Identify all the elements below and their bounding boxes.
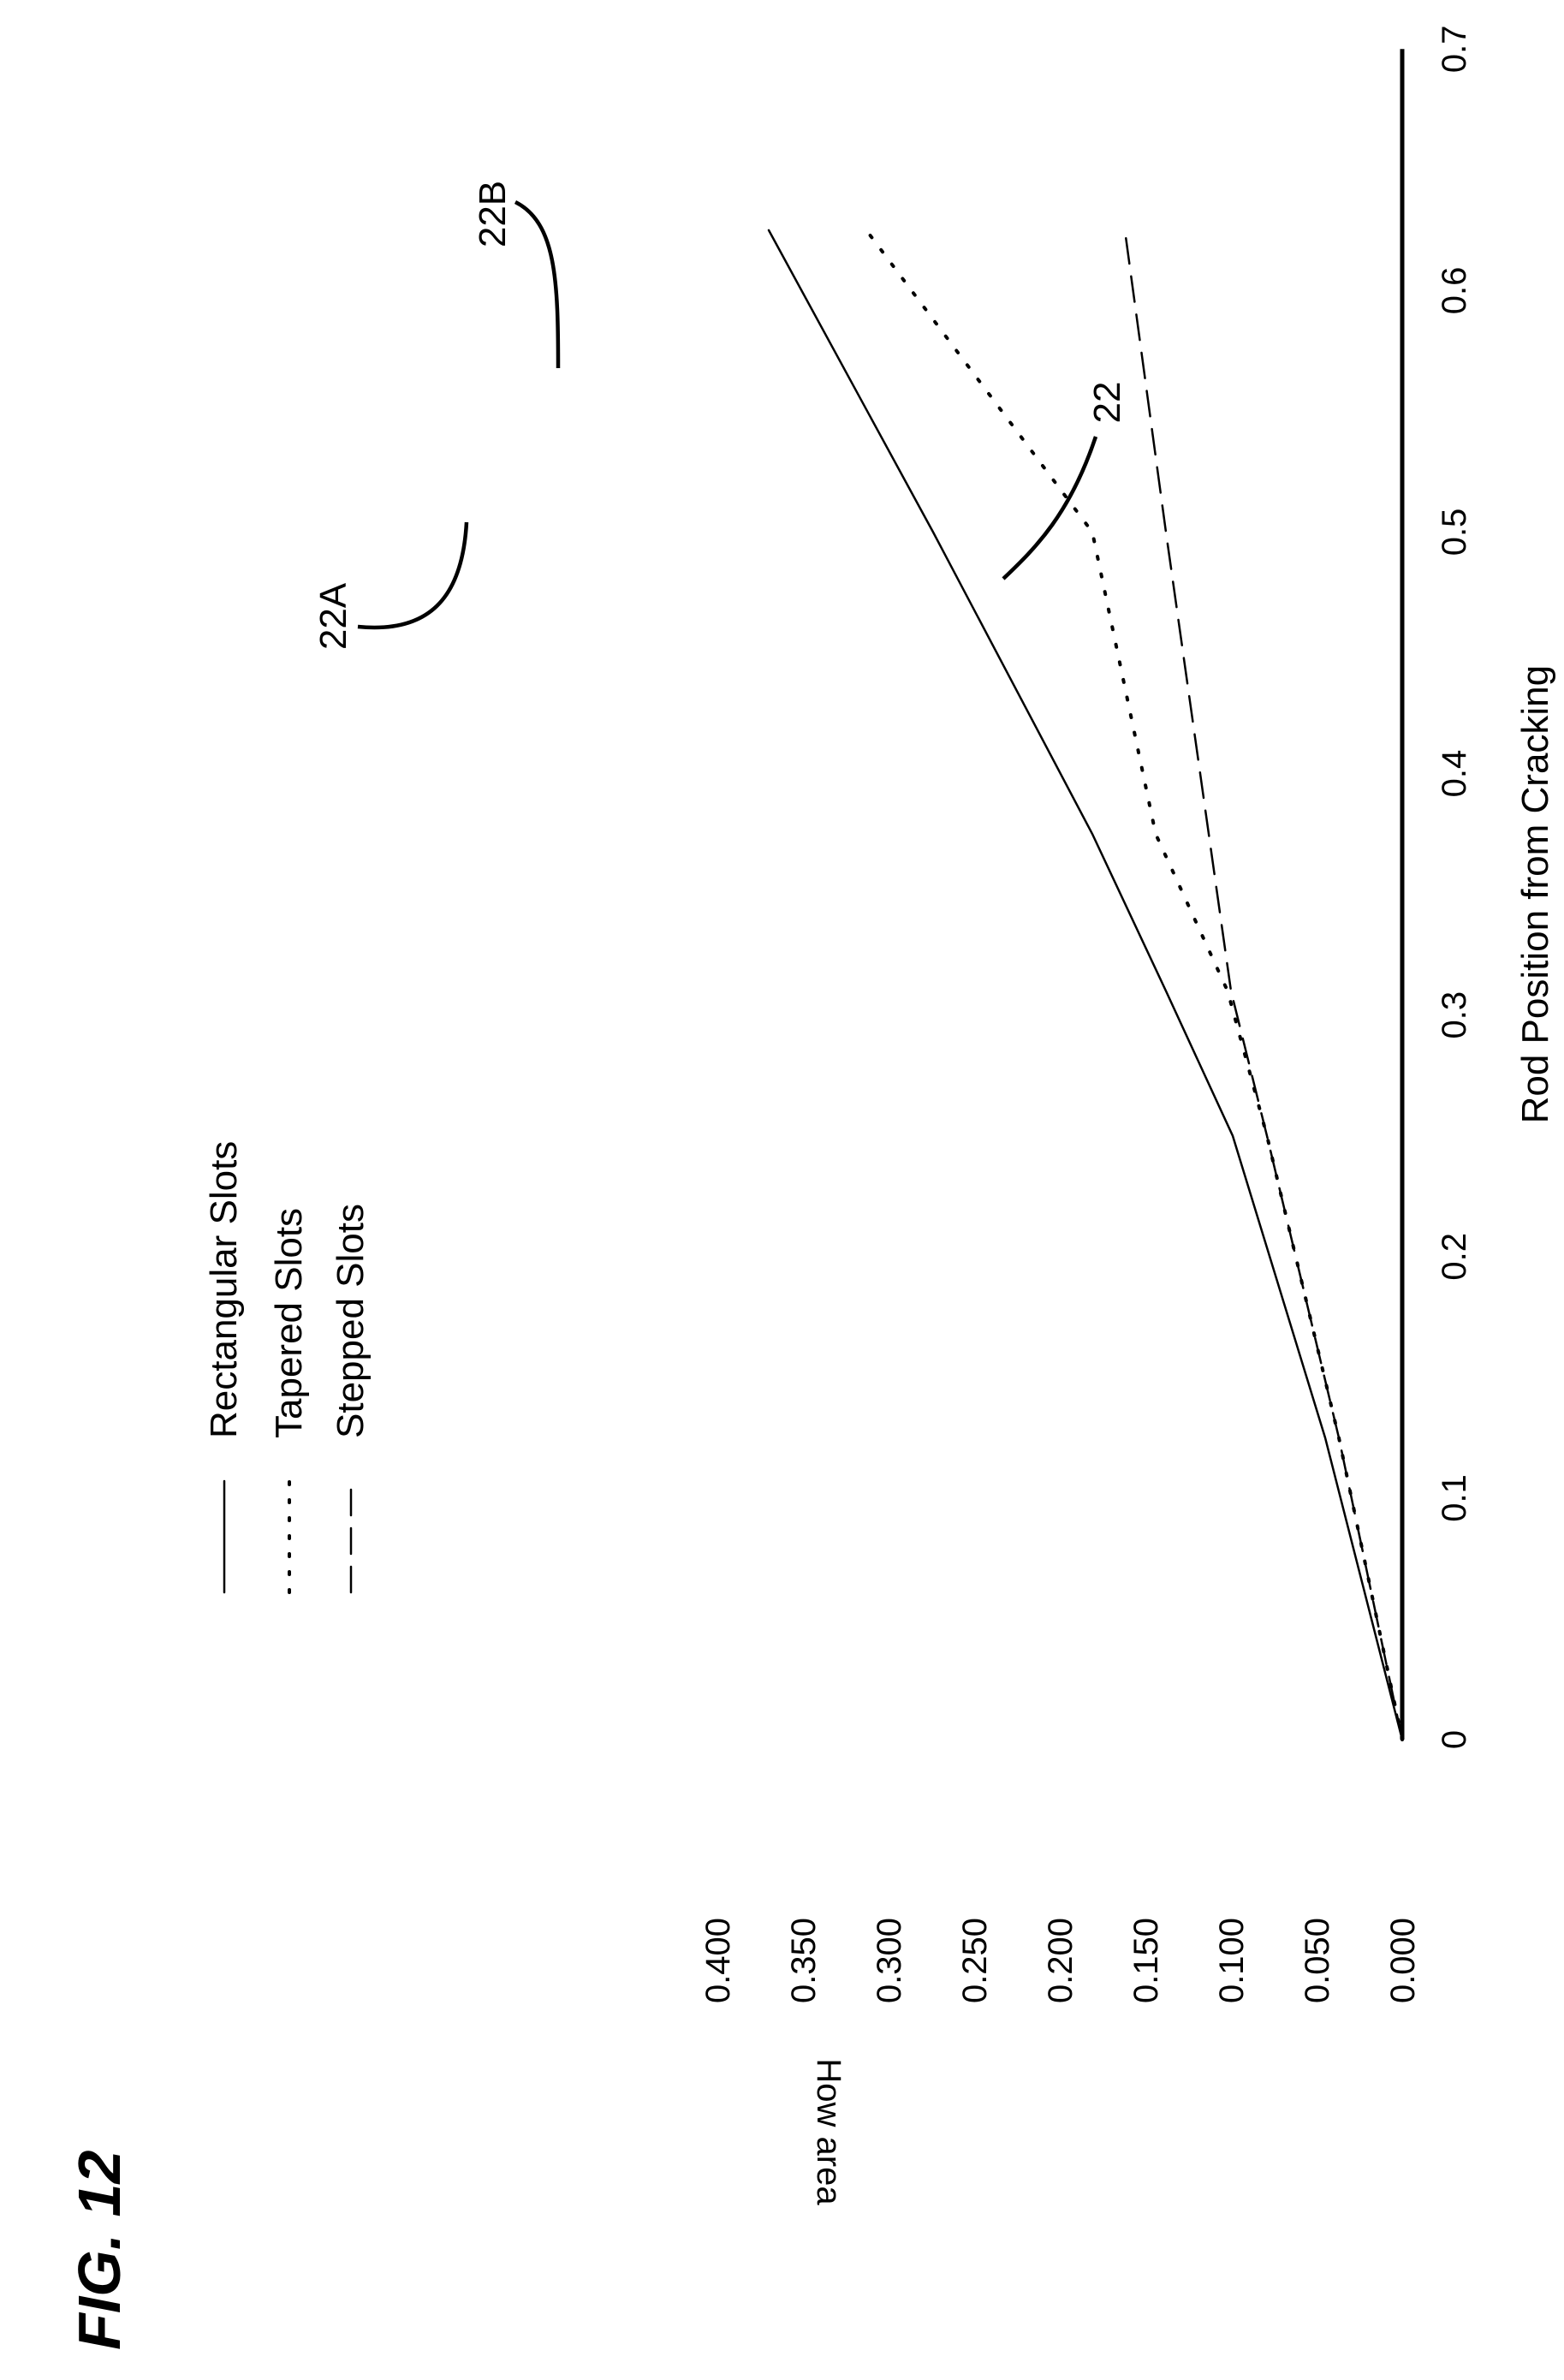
series-line-stepped-slots [1123,229,1404,1741]
x-tick-label: 0.2 [1436,1233,1473,1281]
x-tick-label: 0.7 [1436,25,1473,73]
y-tick-label: 0.400 [699,1918,737,2003]
annotation-label: 22B [472,181,514,247]
y-tick-label: 0.100 [1213,1918,1251,2003]
annotation-leader [357,521,469,630]
chart-layer: 0 0.1 0.2 0.3 0.4 0.5 0.6 0.7 0.000 0.050 0.100 0.1… [203,25,1556,2205]
annotation-label: 22A [312,582,354,650]
series-line-rectangular-slots [767,229,1404,1741]
x-tick-label: 0.6 [1436,267,1473,315]
y-tick-label: 0.250 [956,1918,994,2003]
y-axis-label: How area [810,2058,847,2205]
annotation-leader [514,199,561,369]
y-tick-label: 0.000 [1384,1918,1422,2003]
y-tick-label: 0.150 [1127,1918,1165,2003]
y-tick-label: 0.200 [1042,1918,1079,2003]
x-tick-label: 0.3 [1436,991,1473,1039]
legend-label: Rectangular Slots [203,1141,245,1438]
figure-label: FIG. 12 [66,2151,133,2350]
annotation-label: 22 [1086,382,1128,424]
x-tick-label: 0.4 [1436,750,1473,798]
legend-label: Tapered Slots [268,1208,310,1438]
series-line-tapered-slots [865,228,1404,1741]
x-tick-label: 0 [1436,1730,1473,1749]
x-axis-label: Rod Position from Cracking [1514,665,1556,1124]
y-tick-label: 0.050 [1299,1918,1336,2003]
legend-label: Stepped Slots [330,1204,372,1438]
x-tick-label: 0.5 [1436,509,1473,556]
y-tick-label: 0.300 [871,1918,908,2003]
annotation-leader [1002,436,1098,580]
x-tick-label: 0.1 [1436,1474,1473,1522]
y-tick-label: 0.350 [785,1918,823,2003]
